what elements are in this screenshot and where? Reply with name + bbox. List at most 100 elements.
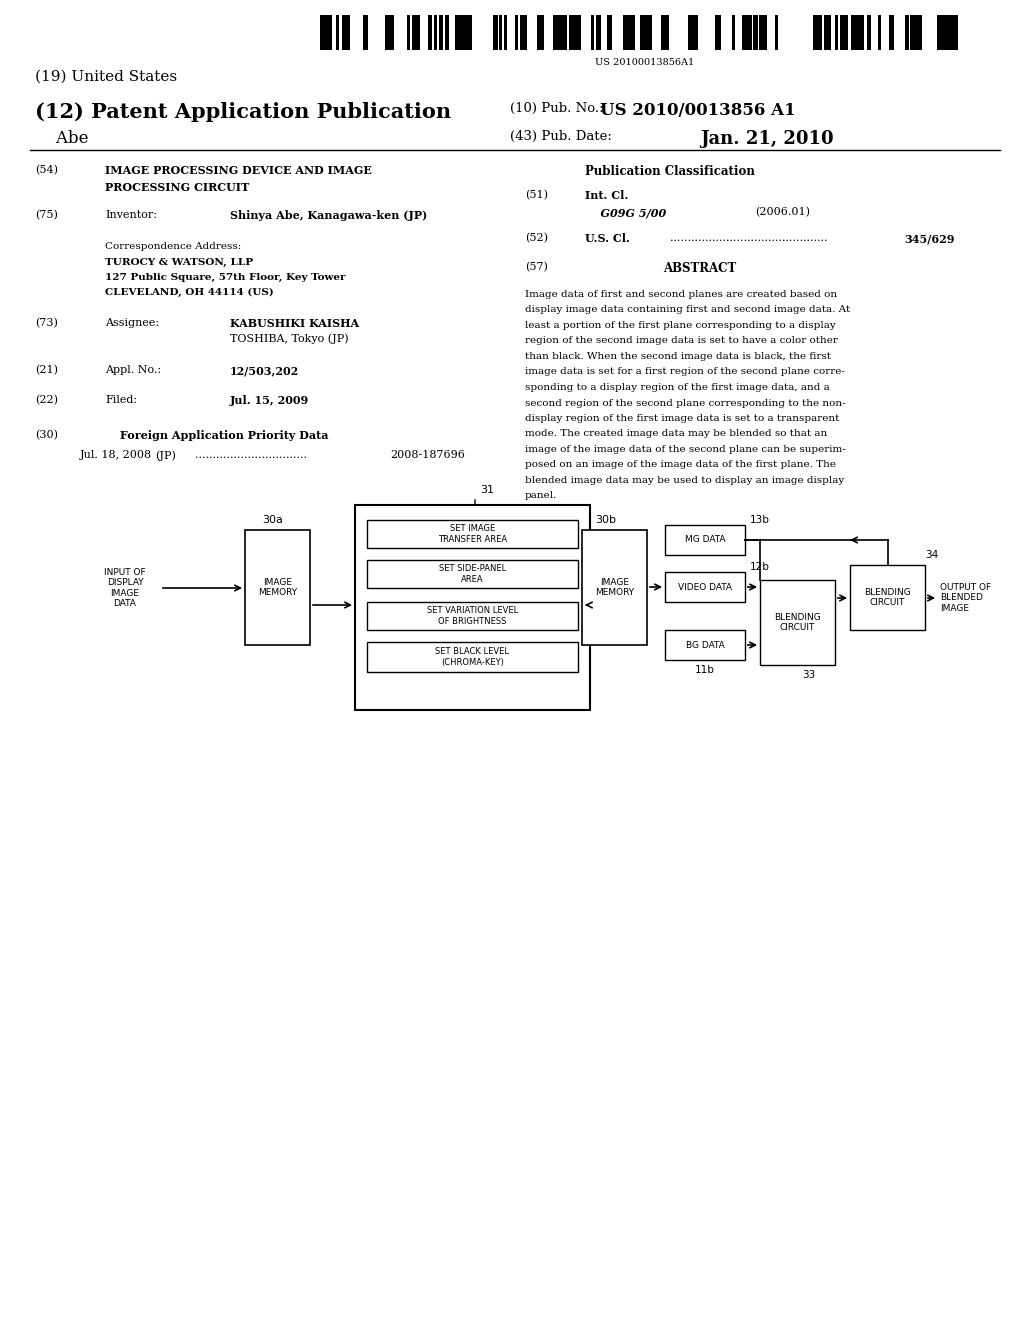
Bar <box>856 15 864 50</box>
Bar <box>367 520 578 548</box>
Text: mode. The created image data may be blended so that an: mode. The created image data may be blen… <box>525 429 827 438</box>
Text: Shinya Abe, Kanagawa-ken (JP): Shinya Abe, Kanagawa-ken (JP) <box>230 210 427 220</box>
Text: 345/629: 345/629 <box>904 234 955 244</box>
Text: IMAGE
MEMORY: IMAGE MEMORY <box>595 578 634 597</box>
Text: Assignee:: Assignee: <box>105 318 159 327</box>
Text: PROCESSING CIRCUIT: PROCESSING CIRCUIT <box>105 182 249 193</box>
Text: (21): (21) <box>35 366 58 375</box>
Bar <box>640 15 647 50</box>
Bar <box>910 15 916 50</box>
Text: panel.: panel. <box>525 491 557 500</box>
Bar <box>574 15 582 50</box>
Text: Publication Classification: Publication Classification <box>585 165 755 178</box>
Bar <box>850 565 925 630</box>
Bar <box>948 15 954 50</box>
Bar <box>915 15 922 50</box>
Bar <box>667 15 670 50</box>
Text: OUTPUT OF
BLENDED
IMAGE: OUTPUT OF BLENDED IMAGE <box>940 583 991 612</box>
Text: (30): (30) <box>35 430 58 441</box>
Bar <box>537 15 544 50</box>
Bar <box>504 15 507 50</box>
Bar <box>716 15 722 50</box>
Text: Jul. 15, 2009: Jul. 15, 2009 <box>230 395 309 407</box>
Bar <box>607 15 612 50</box>
Bar <box>407 15 410 50</box>
Bar <box>742 15 749 50</box>
Bar <box>342 15 347 50</box>
Bar <box>326 15 332 50</box>
Text: 2008-187696: 2008-187696 <box>390 450 465 459</box>
Bar <box>764 15 767 50</box>
Text: US 20100013856A1: US 20100013856A1 <box>595 58 694 67</box>
Bar <box>624 15 631 50</box>
Text: (51): (51) <box>525 190 548 201</box>
Bar <box>582 531 647 645</box>
Text: MG DATA: MG DATA <box>685 536 725 544</box>
Text: Image data of first and second planes are created based on: Image data of first and second planes ar… <box>525 290 838 300</box>
Bar <box>461 15 469 50</box>
Text: BLENDING
CIRCUIT: BLENDING CIRCUIT <box>774 612 821 632</box>
Text: G09G 5/00: G09G 5/00 <box>585 207 667 218</box>
Bar <box>938 15 945 50</box>
Text: than black. When the second image data is black, the first: than black. When the second image data i… <box>525 352 831 360</box>
Text: (73): (73) <box>35 318 58 329</box>
Text: .............................................: ........................................… <box>670 234 827 243</box>
Text: U.S. Cl.: U.S. Cl. <box>585 234 630 244</box>
Text: US 2010/0013856 A1: US 2010/0013856 A1 <box>600 102 796 119</box>
Bar <box>688 15 694 50</box>
Bar <box>319 15 325 50</box>
Text: Abe: Abe <box>35 129 88 147</box>
Text: image data is set for a first region of the second plane corre-: image data is set for a first region of … <box>525 367 845 376</box>
Text: 11b: 11b <box>695 665 715 675</box>
Bar <box>665 630 745 660</box>
Text: Int. Cl.: Int. Cl. <box>585 190 629 201</box>
Text: display region of the first image data is set to a transparent: display region of the first image data i… <box>525 414 840 422</box>
Bar <box>553 15 559 50</box>
Text: (2006.01): (2006.01) <box>755 207 810 218</box>
Text: 30a: 30a <box>262 515 283 525</box>
Text: image of the image data of the second plane can be superim-: image of the image data of the second pl… <box>525 445 846 454</box>
Text: (19) United States: (19) United States <box>35 70 177 84</box>
Bar <box>412 15 420 50</box>
Bar <box>520 15 527 50</box>
Bar <box>867 15 870 50</box>
Bar <box>564 15 567 50</box>
Text: (54): (54) <box>35 165 58 176</box>
Bar <box>823 15 830 50</box>
Bar <box>515 15 518 50</box>
Bar <box>591 15 594 50</box>
Bar <box>434 15 436 50</box>
Text: sponding to a display region of the first image data, and a: sponding to a display region of the firs… <box>525 383 829 392</box>
Bar <box>347 15 350 50</box>
Bar <box>428 15 432 50</box>
Text: IMAGE
MEMORY: IMAGE MEMORY <box>258 578 297 597</box>
Text: Appl. No.:: Appl. No.: <box>105 366 161 375</box>
Bar <box>732 15 735 50</box>
Bar <box>840 15 848 50</box>
Text: (22): (22) <box>35 395 58 405</box>
Text: 127 Public Square, 57th Floor, Key Tower: 127 Public Square, 57th Floor, Key Tower <box>105 273 345 282</box>
Text: BG DATA: BG DATA <box>686 640 724 649</box>
Bar <box>878 15 882 50</box>
Bar <box>818 15 822 50</box>
Text: VIDEO DATA: VIDEO DATA <box>678 582 732 591</box>
Text: blended image data may be used to display an image display: blended image data may be used to displa… <box>525 477 844 484</box>
Text: (JP): (JP) <box>155 450 176 461</box>
Bar <box>665 572 745 602</box>
Text: 12b: 12b <box>750 562 770 572</box>
Text: (10) Pub. No.:: (10) Pub. No.: <box>510 102 603 115</box>
Text: TUROCY & WATSON, LLP: TUROCY & WATSON, LLP <box>105 257 253 267</box>
Text: (12) Patent Application Publication: (12) Patent Application Publication <box>35 102 452 121</box>
Bar <box>569 15 575 50</box>
Bar <box>645 15 652 50</box>
Text: second region of the second plane corresponding to the non-: second region of the second plane corres… <box>525 399 846 408</box>
Bar <box>759 15 765 50</box>
Bar <box>905 15 909 50</box>
Bar <box>466 15 472 50</box>
Bar <box>390 15 394 50</box>
Text: ABSTRACT: ABSTRACT <box>664 261 736 275</box>
Text: BLENDING
CIRCUIT: BLENDING CIRCUIT <box>864 587 911 607</box>
Text: Jan. 21, 2010: Jan. 21, 2010 <box>700 129 834 148</box>
Bar <box>367 642 578 672</box>
Bar <box>499 15 502 50</box>
